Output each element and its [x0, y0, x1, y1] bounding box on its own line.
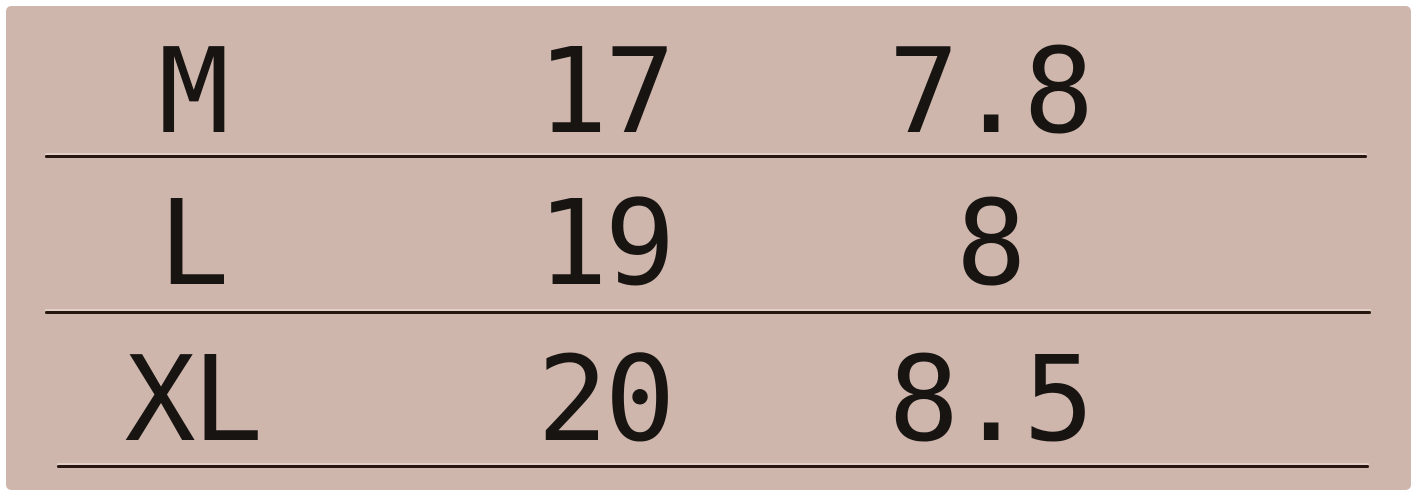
value2-cell: 7.8: [888, 21, 1094, 160]
size-cell: L: [158, 174, 229, 312]
size-cell: XL: [124, 330, 264, 468]
size-chart-table: M 17 7.8 L 19 8 XL 20 8.5: [6, 6, 1411, 490]
size-cell: M: [158, 21, 229, 160]
value1-cell: 20: [537, 330, 676, 468]
table-row: M 17 7.8: [6, 6, 1411, 155]
row-divider-line: [45, 155, 1367, 158]
bottom-divider-line: [57, 465, 1369, 468]
value2-cell: 8: [955, 174, 1027, 312]
row-divider-line: [45, 311, 1371, 314]
size-chart-panel: M 17 7.8 L 19 8 XL 20 8.5: [6, 6, 1411, 490]
table-row: XL 20 8.5: [6, 311, 1411, 467]
value1-cell: 17: [537, 21, 676, 160]
table-row: L 19 8: [6, 155, 1411, 311]
value1-cell: 19: [537, 174, 676, 312]
value2-cell: 8.5: [888, 330, 1094, 468]
